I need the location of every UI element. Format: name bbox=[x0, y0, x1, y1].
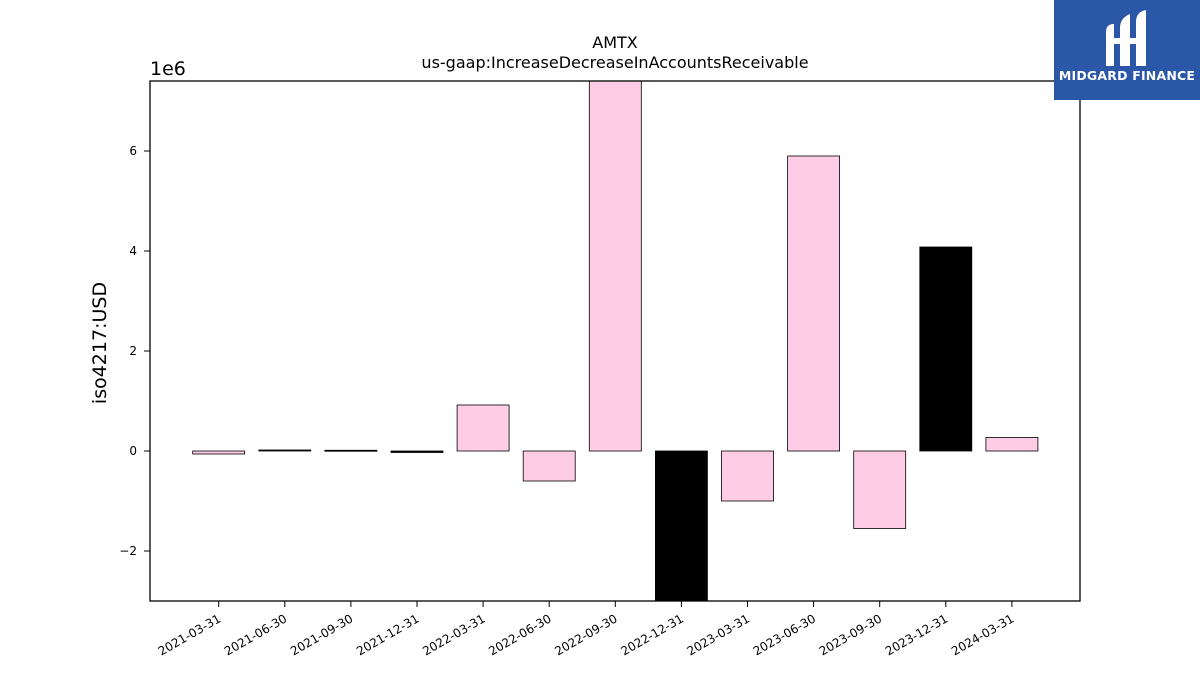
midgard-finance-logo: MIDGARD FINANCE bbox=[1054, 0, 1200, 100]
x-tick-label-2021-06-30: 2021-06-30 bbox=[222, 611, 289, 658]
x-tick-label-2021-09-30: 2021-09-30 bbox=[288, 611, 355, 658]
y-ticks-group: −2 0 2 4 6 bbox=[119, 144, 150, 558]
x-tick-label-2022-09-30: 2022-09-30 bbox=[552, 611, 619, 658]
bar-2023-06-30 bbox=[787, 155, 840, 452]
x-tick-label-2021-03-31: 2021-03-31 bbox=[156, 611, 223, 658]
x-ticks-group: 2021-03-312021-06-302021-09-302021-12-31… bbox=[156, 601, 1016, 658]
y-tick-label: 6 bbox=[129, 144, 137, 158]
y-tick-label: 2 bbox=[129, 344, 137, 358]
y-tick-label: 0 bbox=[129, 444, 137, 458]
bar-2024-03-31 bbox=[985, 437, 1039, 452]
chart-subtitle: us-gaap:IncreaseDecreaseInAccountsReceiv… bbox=[421, 53, 808, 72]
bar-2022-06-30 bbox=[522, 450, 576, 482]
y-tick-label: 4 bbox=[129, 244, 137, 258]
bar-2021-06-30 bbox=[258, 449, 312, 452]
y-axis-label: iso4217:USD bbox=[89, 282, 111, 404]
plot-frame bbox=[149, 80, 1081, 602]
bar-2023-12-31 bbox=[919, 246, 973, 452]
bar-2023-09-30 bbox=[853, 450, 907, 529]
x-tick-label-2023-12-31: 2023-12-31 bbox=[883, 611, 950, 658]
midgard-logo-icon bbox=[1106, 10, 1146, 66]
x-tick-label-2022-12-31: 2022-12-31 bbox=[618, 611, 685, 658]
x-tick-label-2023-03-31: 2023-03-31 bbox=[685, 611, 752, 658]
x-tick-label-2021-12-31: 2021-12-31 bbox=[354, 611, 421, 658]
logo-text: MIDGARD FINANCE bbox=[1058, 68, 1196, 83]
bars-group bbox=[192, 80, 1039, 602]
bar-2022-03-31 bbox=[456, 404, 510, 452]
x-tick-label-2022-03-31: 2022-03-31 bbox=[420, 611, 487, 658]
bar-2021-03-31 bbox=[192, 450, 246, 455]
bar-2021-09-30 bbox=[324, 449, 378, 452]
bar-2022-09-30 bbox=[588, 80, 642, 452]
x-tick-label-2022-06-30: 2022-06-30 bbox=[486, 611, 553, 658]
bar-2023-03-31 bbox=[721, 450, 774, 502]
y-scale-label: 1e6 bbox=[150, 58, 186, 80]
x-tick-label-2023-09-30: 2023-09-30 bbox=[817, 611, 884, 658]
x-tick-label-2023-06-30: 2023-06-30 bbox=[751, 611, 818, 658]
bar-2022-12-31 bbox=[655, 450, 708, 602]
bar-2021-12-31 bbox=[390, 450, 444, 453]
x-tick-label-2024-03-31: 2024-03-31 bbox=[949, 611, 1016, 658]
y-tick-label: −2 bbox=[119, 544, 137, 558]
chart-title: AMTX bbox=[592, 33, 638, 52]
